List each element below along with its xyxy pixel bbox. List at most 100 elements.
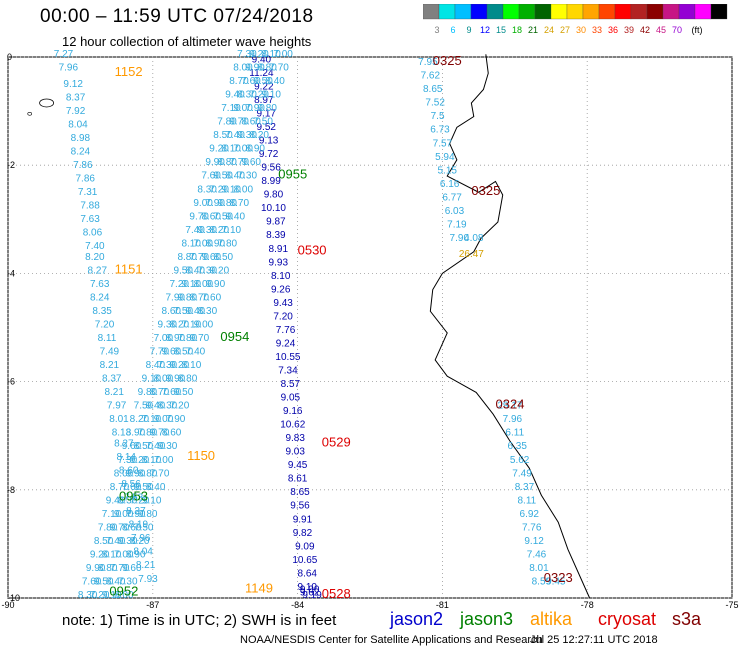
colorbar-label: 39 <box>624 25 634 35</box>
wave-height-value: 7.30 <box>198 265 218 276</box>
wave-height-value: 7.10 <box>182 320 202 331</box>
wave-height-value: 8.20 <box>130 414 150 425</box>
wave-height-value: 9.30 <box>197 225 217 236</box>
wave-height-value: 8.90 <box>126 428 146 439</box>
wave-height-value: 8.35 <box>92 306 112 317</box>
wave-height-value: 7.40 <box>146 441 166 452</box>
wave-height-value: 8.40 <box>225 171 245 182</box>
ascending-pass: 9.20 9.90 7.60 8.30 9.00 9.70 7.40 8.10 8.80 9.50… <box>90 49 269 601</box>
wave-height-value: 7.96 <box>131 533 151 544</box>
pass-time-label: 1152 <box>115 64 143 79</box>
wave-height-value: 9.91 <box>293 514 313 525</box>
wave-height-value: 9.80 <box>178 292 198 303</box>
wave-height-value: 9.00 <box>233 103 253 114</box>
pass-time-label: 0324 <box>496 397 525 412</box>
wave-height-value: 8.10 <box>221 144 241 155</box>
pass-time-label: 0323 <box>544 570 573 585</box>
lat-tick-label: -6 <box>7 377 15 387</box>
wave-height-value: 9.83 <box>285 433 305 444</box>
wave-height-value: 7.50 <box>253 117 273 128</box>
wave-height-value: 8.37 <box>102 374 122 385</box>
wave-height-value: 9.40 <box>252 54 272 65</box>
colorbar-label: 6 <box>450 25 455 35</box>
wave-height-value: 10.62 <box>280 420 305 431</box>
wave-height-value: 8.60 <box>122 522 142 533</box>
pass-time-label: 0952 <box>109 583 138 598</box>
wave-height-value: 9.40 <box>186 306 206 317</box>
wave-height-value: 8.70 <box>230 198 250 209</box>
wave-height-value: 9.90 <box>245 63 265 74</box>
wave-height-value: 9.80 <box>138 509 158 520</box>
wave-height-value: 8.30 <box>118 495 138 506</box>
lon-tick-label: -81 <box>436 600 449 610</box>
wave-height-value: 7.90 <box>166 292 186 303</box>
wave-height-value: 8.97 <box>254 95 274 106</box>
wave-height-value: 9.20 <box>90 549 110 560</box>
wave-height-value: 7.5 <box>431 111 445 122</box>
wave-height-value: 7.19 <box>447 219 467 230</box>
colorbar-label: 33 <box>592 25 602 35</box>
wave-height-value: 7.50 <box>134 401 154 412</box>
wave-height-value: 7.70 <box>150 347 170 358</box>
swh-colorbar: 3 6 9 12 15 18 21 24 27 30 33 36 39 42 45 70 (ft) <box>423 4 728 35</box>
map-subtitle: 12 hour collection of altimeter wave hei… <box>62 34 312 49</box>
wave-height-value: 8.60 <box>241 117 261 128</box>
wave-height-value: 8.65 <box>290 487 310 498</box>
wave-height-value: 9.70 <box>189 211 209 222</box>
wave-height-value: 9.50 <box>134 482 154 493</box>
wave-height-value: 9.56 <box>290 501 310 512</box>
wave-height-value: 9.50 <box>213 171 233 182</box>
wave-height-value: 7.60 <box>82 576 102 587</box>
wave-height-value: 7.20 <box>95 320 115 331</box>
wave-height-value: 9.30 <box>158 320 178 331</box>
wave-height-value: 7.00 <box>114 549 134 560</box>
wave-height-value: 8.80 <box>98 563 118 574</box>
wave-height-value: 8.00 <box>114 590 134 601</box>
colorbar-label: 9 <box>466 25 471 35</box>
wave-height-value: 9.13 <box>259 136 279 147</box>
wave-height-value: 7.80 <box>217 117 237 128</box>
wave-height-value: 7.96 <box>59 63 79 74</box>
colorbar-label: 30 <box>576 25 586 35</box>
wave-height-value: 29.17 <box>497 401 522 412</box>
wave-height-value: 8.20 <box>249 130 269 141</box>
wave-height-value: 8.90 <box>166 333 186 344</box>
wave-height-value: 7.60 <box>162 387 182 398</box>
wave-height-value: 7.30 <box>118 576 138 587</box>
wave-height-value: 5.62 <box>510 455 530 466</box>
wave-height-value: 9.80 <box>138 387 158 398</box>
wave-height-value: 8.00 <box>234 184 254 195</box>
wave-height-value: 9.10 <box>298 582 318 593</box>
wave-height-value: 8.40 <box>146 360 166 371</box>
legend-cryosat: cryosat <box>598 609 657 629</box>
wave-height-value: 7.88 <box>80 200 100 211</box>
wave-height-value: 8.27 <box>126 506 146 517</box>
pass-time-label: 0529 <box>322 435 351 450</box>
wave-height-value: 6.73 <box>430 125 450 136</box>
wave-height-value: 8.65 <box>423 84 443 95</box>
ascending-pass: 7.00 7.70 8.40 9.10 9.80 7.50 8.20 8.90 9.60 7.30… <box>114 49 293 601</box>
wave-height-value: 8.60 <box>119 466 139 477</box>
wave-height-value: 7.10 <box>102 509 122 520</box>
wave-height-value: 9.05 <box>281 393 301 404</box>
wave-height-value: 7.92 <box>66 106 86 117</box>
wave-height-value: 8.80 <box>138 468 158 479</box>
wave-height-value: 9.20 <box>210 265 230 276</box>
wave-height-value: 8.40 <box>106 576 126 587</box>
wave-height-value: 7.34 <box>278 365 298 376</box>
wave-height-value: 8.04 <box>133 547 153 558</box>
wave-height-value: 7.20 <box>170 401 190 412</box>
wave-height-value: 7.86 <box>75 173 95 184</box>
map-frame <box>7 56 733 599</box>
colorbar-label: 45 <box>656 25 666 35</box>
wave-height-value: 9.50 <box>174 387 194 398</box>
wave-height-value: 8.60 <box>201 211 221 222</box>
wave-height-value: 5.15 <box>437 165 457 176</box>
wave-height-value: 9.60 <box>202 252 222 263</box>
wave-height-value: 8.60 <box>162 428 182 439</box>
wave-height-value: 9.80 <box>264 190 284 201</box>
wave-height-value: 9.20 <box>130 455 150 466</box>
wave-height-value: 7.97 <box>107 401 127 412</box>
wave-height-value: 7.40 <box>106 536 126 547</box>
wave-height-value: 9.56 <box>261 163 281 174</box>
